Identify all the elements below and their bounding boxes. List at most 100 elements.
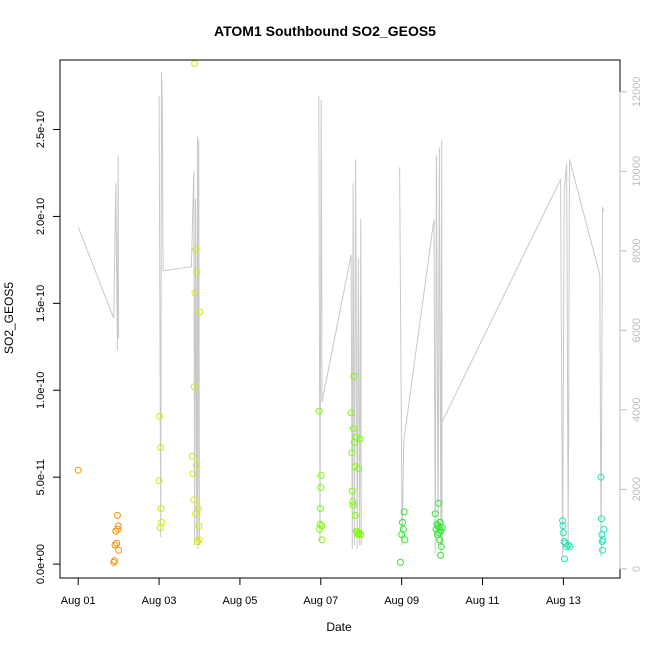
- data-point: [315, 407, 323, 415]
- data-point: [191, 60, 199, 67]
- data-point: [559, 517, 567, 525]
- data-point: [351, 511, 359, 519]
- data-point: [434, 522, 442, 530]
- data-point: [357, 531, 365, 538]
- plot-area: [74, 60, 608, 566]
- data-point: [111, 541, 119, 549]
- x-tick-label: Aug 07: [303, 595, 338, 607]
- x-tick-label: Aug 03: [142, 595, 177, 607]
- data-point: [400, 508, 408, 516]
- data-point: [190, 496, 198, 504]
- data-point: [113, 539, 121, 547]
- data-point: [356, 435, 364, 443]
- altitude-tick-label: 8000: [631, 239, 643, 263]
- data-point: [318, 522, 326, 530]
- y-tick-label: 2.0e-10: [35, 198, 47, 235]
- data-point: [196, 308, 203, 316]
- data-point: [115, 546, 123, 554]
- data-point: [435, 499, 442, 507]
- y-tick-label: 2.5e-10: [35, 111, 47, 148]
- data-point: [194, 505, 202, 512]
- data-point: [431, 510, 439, 518]
- data-point: [436, 536, 444, 544]
- altitude-axis: 0 2000 4000 6000 8000 10000 12000: [619, 77, 643, 572]
- x-tick-label: Aug 09: [384, 595, 419, 607]
- data-point: [350, 425, 357, 432]
- x-axis: Aug 01 Aug 03 Aug 05 Aug 07 Aug 09 Aug 11 Aug …: [61, 577, 581, 607]
- data-point: [399, 525, 407, 533]
- data-point: [350, 372, 358, 380]
- data-point: [157, 444, 165, 452]
- data-point: [114, 522, 122, 530]
- x-tick-label: Aug 01: [61, 595, 96, 607]
- data-point: [348, 487, 356, 495]
- x-tick-label: Aug 11: [465, 595, 499, 607]
- data-point: [318, 536, 326, 544]
- data-point: [191, 289, 199, 297]
- altitude-trace: [399, 139, 443, 554]
- y-axis-label: SO2_GEOS5: [2, 282, 16, 354]
- data-point: [437, 543, 445, 551]
- data-point: [352, 433, 360, 441]
- data-point: [158, 518, 165, 526]
- data-point: [316, 505, 324, 512]
- data-point: [192, 510, 199, 518]
- data-point: [597, 515, 605, 523]
- altitude-trace: [318, 95, 362, 550]
- data-point: [599, 546, 607, 554]
- data-point: [192, 461, 200, 469]
- data-point: [316, 520, 324, 528]
- x-tick-label: Aug 05: [222, 595, 257, 607]
- data-point: [354, 531, 362, 538]
- y-axis: 0.0e+00 5.0e-11 1.0e-10 1.5e-10 2.0e-10 2.5e-…: [35, 111, 61, 584]
- data-point: [351, 463, 359, 471]
- data-point: [157, 505, 165, 512]
- data-point: [111, 557, 119, 565]
- altitude-tick-label: 4000: [631, 398, 643, 422]
- data-point: [355, 529, 363, 537]
- plot-frame: [59, 59, 621, 579]
- altitude-tick-label: 12000: [631, 77, 643, 108]
- data-point: [193, 268, 201, 276]
- y-tick-label: 0.0e+00: [35, 544, 47, 584]
- data-point: [156, 412, 163, 420]
- data-point: [600, 525, 608, 533]
- data-point: [316, 525, 324, 533]
- data-point: [317, 484, 325, 492]
- data-point: [350, 438, 358, 446]
- data-point: [435, 524, 443, 532]
- data-point: [437, 551, 444, 559]
- data-point: [188, 452, 196, 460]
- y-tick-label: 5.0e-11: [35, 459, 47, 496]
- altitude-tick-label: 6000: [631, 318, 643, 342]
- data-point: [74, 466, 82, 474]
- altitude-tick-label: 10000: [631, 156, 643, 187]
- x-tick-label: Aug 13: [546, 595, 581, 607]
- y-tick-label: 1.0e-10: [35, 372, 47, 409]
- data-point: [597, 473, 605, 481]
- data-point: [195, 522, 203, 530]
- data-point: [435, 529, 443, 537]
- data-point: [113, 511, 121, 519]
- altitude-trace: [77, 155, 120, 351]
- data-point: [559, 529, 567, 537]
- data-point: [156, 524, 164, 532]
- data-point: [437, 527, 445, 535]
- data-point: [347, 409, 355, 417]
- data-point: [317, 471, 325, 479]
- data-point: [349, 501, 357, 509]
- x-axis-label: Date: [326, 620, 352, 634]
- data-point: [559, 522, 567, 530]
- data-point: [189, 470, 197, 478]
- data-point: [438, 524, 446, 532]
- y-tick-label: 1.5e-10: [35, 285, 47, 322]
- data-point: [564, 541, 572, 549]
- data-point: [114, 525, 122, 533]
- data-point: [194, 538, 201, 545]
- data-point: [195, 536, 203, 544]
- data-point: [192, 246, 200, 253]
- data-point: [399, 518, 406, 526]
- altitude-tick-label: 0: [631, 566, 643, 572]
- altitude-trace: [441, 159, 605, 557]
